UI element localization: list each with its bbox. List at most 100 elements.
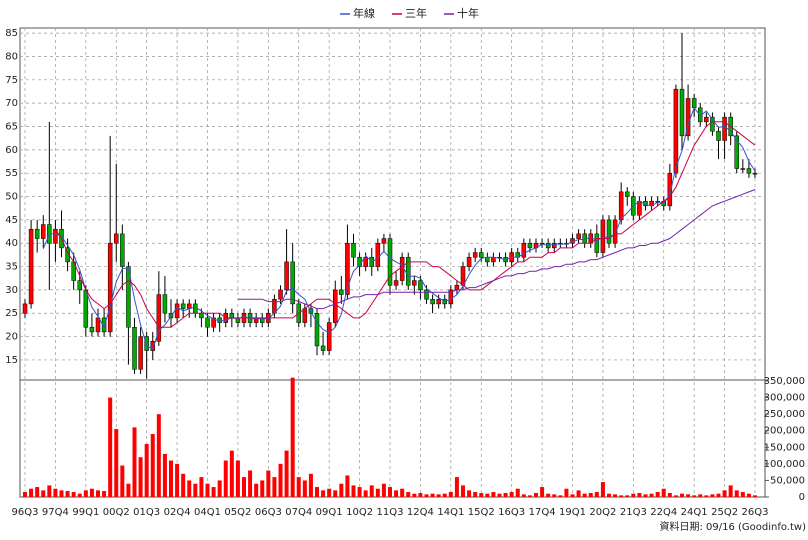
candle-body — [284, 261, 289, 291]
candle-body — [168, 312, 174, 319]
volume-bar — [430, 493, 435, 497]
volume-bar — [156, 414, 161, 497]
x-tick-label: 17Q4 — [529, 507, 556, 518]
volume-bar — [649, 493, 654, 497]
x-tick-label: 07Q4 — [285, 507, 312, 518]
volume-bar — [680, 493, 684, 497]
volume-bar — [211, 487, 216, 497]
x-tick-label: 24Q1 — [681, 507, 708, 518]
volume-bar — [96, 490, 100, 497]
y-tick-label: 55 — [5, 168, 18, 179]
volume-bar — [254, 483, 259, 497]
candle-body — [625, 191, 630, 197]
volume-bar — [552, 494, 557, 497]
volume-bar — [108, 397, 113, 497]
candle-body — [685, 98, 691, 137]
candle-body — [406, 256, 411, 286]
y2-tick-label: 200,000 — [764, 426, 805, 437]
volume-bar — [722, 490, 727, 497]
candle-body — [290, 261, 295, 305]
volume-bar — [235, 460, 240, 497]
volume-bar — [509, 492, 514, 497]
x-tick-label: 19Q1 — [559, 507, 586, 518]
y2-tick-label: 350,000 — [764, 376, 805, 387]
volume-bar — [351, 485, 356, 497]
candle-body — [132, 326, 137, 370]
volume-bar — [570, 494, 575, 497]
volume-bar — [357, 487, 362, 497]
candle-body — [83, 289, 89, 328]
candle-body — [740, 168, 746, 170]
candle-body — [320, 345, 326, 351]
volume-bar — [734, 490, 739, 497]
candle-body — [278, 289, 283, 300]
x-tick-label: 26Q3 — [742, 507, 769, 518]
y-tick-label: 30 — [5, 285, 18, 296]
candle-body — [594, 233, 600, 253]
source-note: 資料日期: 09/16 (Goodinfo.tw) — [659, 520, 806, 533]
volume-bar — [23, 492, 27, 497]
volume-bar — [363, 490, 368, 497]
volume-bar — [41, 490, 46, 497]
volume-bar — [473, 492, 478, 497]
volume-bar — [710, 494, 715, 497]
volume-bar — [424, 494, 429, 497]
candle-body — [120, 233, 125, 267]
x-tick-label: 22Q4 — [650, 507, 677, 518]
candle-body — [211, 317, 216, 328]
candle-body — [375, 242, 381, 267]
x-tick-label: 00Q2 — [103, 507, 130, 518]
volume-bar — [454, 477, 459, 497]
volume-bar — [260, 480, 265, 497]
candle-body — [466, 256, 472, 267]
candle-body — [387, 238, 393, 286]
volume-bar — [576, 490, 581, 497]
y-tick-label: 60 — [5, 145, 18, 156]
volume-bar — [381, 483, 386, 497]
candle-body — [162, 294, 168, 314]
y-tick-label: 80 — [5, 51, 18, 62]
volume-bar — [83, 490, 88, 497]
x-tick-label: 97Q4 — [42, 507, 69, 518]
volume-bar — [637, 493, 642, 497]
candle-body — [302, 308, 308, 323]
candle-body — [174, 303, 180, 319]
volume-bar — [564, 488, 569, 497]
volume-bar — [503, 493, 508, 497]
candle-body — [126, 266, 131, 328]
volume-bar — [740, 492, 745, 497]
candle-body — [472, 252, 478, 258]
volume-bar — [400, 488, 405, 497]
volume-bar — [594, 492, 599, 497]
volume-bar — [619, 495, 624, 497]
volume-bar — [193, 483, 198, 497]
volume-bar — [162, 453, 167, 497]
legend-label: 年線 — [353, 6, 375, 20]
y-tick-label: 35 — [5, 262, 18, 273]
x-tick-label: 25Q2 — [711, 507, 738, 518]
x-tick-label: 15Q2 — [468, 507, 495, 518]
volume-bar — [534, 493, 538, 497]
candle-body — [612, 219, 618, 244]
candle-body — [114, 233, 119, 244]
candle-body — [430, 298, 435, 305]
volume-bar — [187, 480, 192, 497]
candle-body — [351, 242, 356, 258]
volume-bar — [540, 487, 545, 497]
candle-body — [229, 312, 235, 319]
volume-bar — [546, 493, 551, 497]
volume-bar — [77, 493, 82, 497]
y-tick-label: 25 — [5, 308, 18, 319]
candle-body — [576, 233, 581, 239]
volume-bar — [47, 485, 52, 497]
candle-body — [339, 289, 344, 295]
legend-label: 三年 — [405, 6, 427, 20]
volume-bar — [89, 488, 94, 497]
volume-bar — [327, 488, 332, 497]
volume-bar — [35, 487, 40, 497]
x-tick-label: 01Q3 — [133, 507, 160, 518]
volume-bar — [181, 473, 186, 497]
volume-bar — [728, 485, 733, 497]
x-tick-label: 04Q1 — [194, 507, 221, 518]
volume-bar — [321, 490, 326, 497]
